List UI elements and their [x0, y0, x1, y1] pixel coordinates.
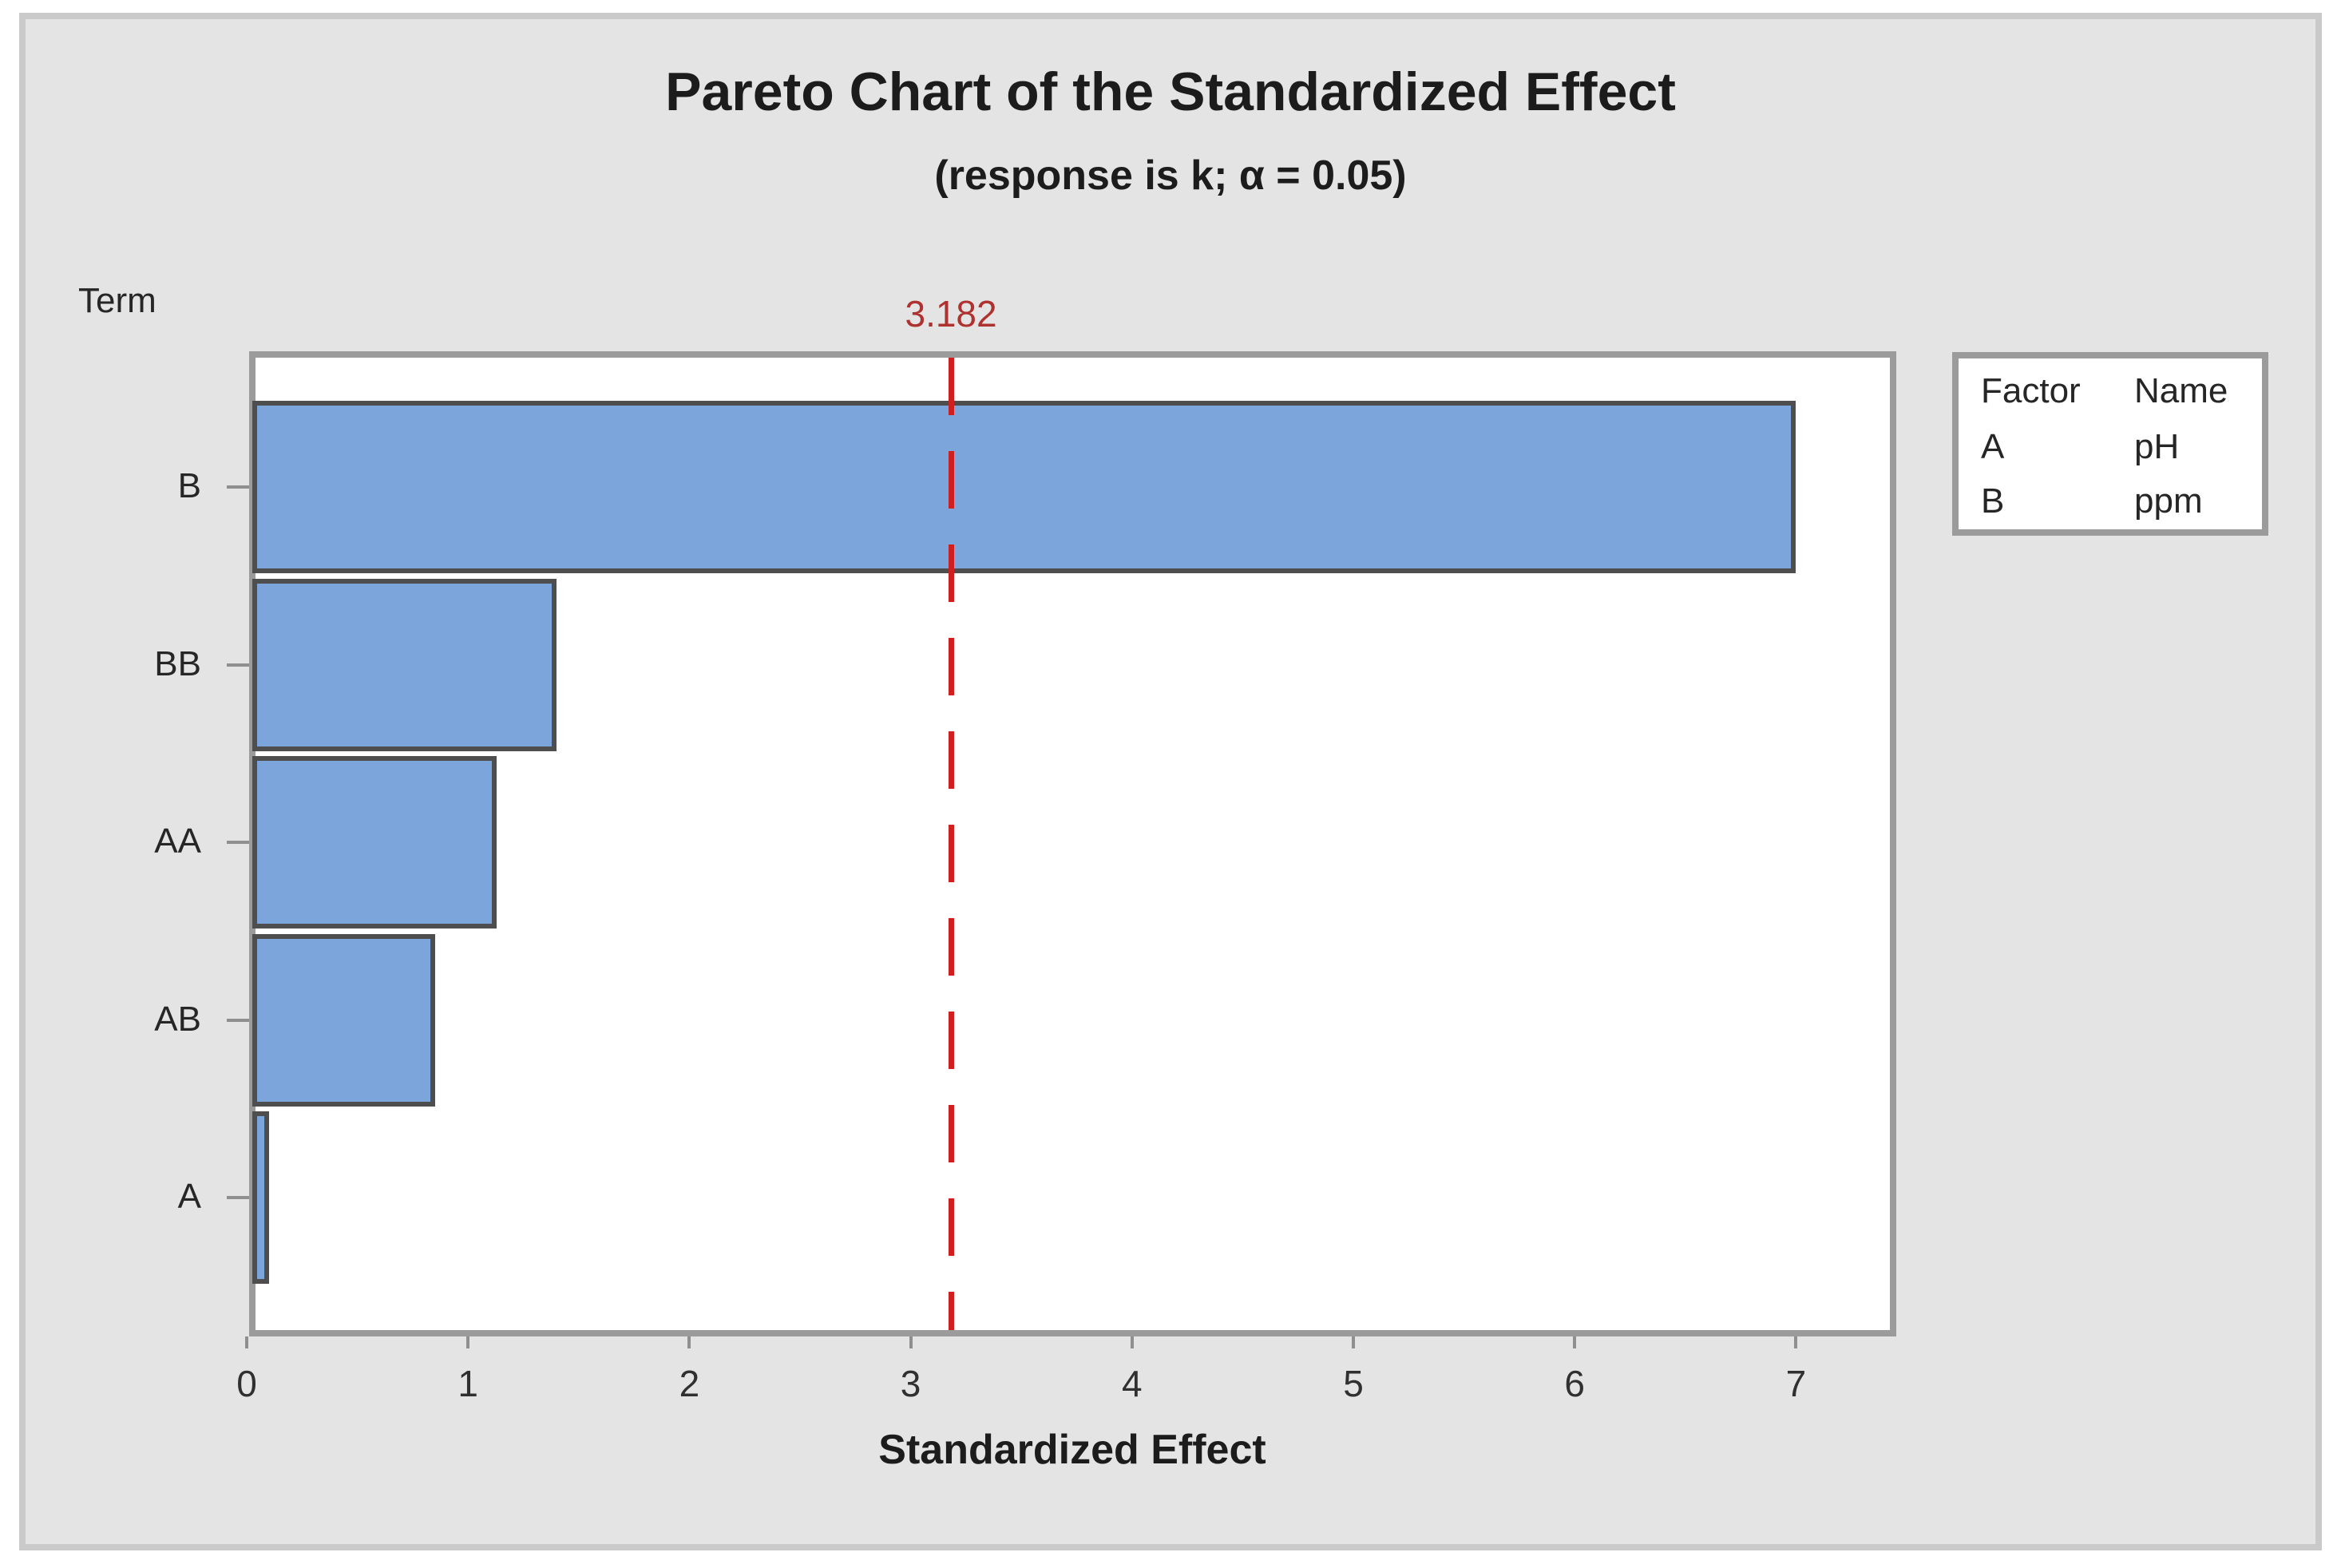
bar-BB — [252, 578, 557, 751]
x-tick-label-4: 4 — [1122, 1363, 1143, 1404]
x-tick-label-2: 2 — [679, 1363, 700, 1404]
bar-A — [252, 1111, 269, 1284]
x-tick-4 — [1130, 1336, 1134, 1348]
chart-title: Pareto Chart of the Standardized Effect — [665, 61, 1676, 122]
legend-cell-ppm: ppm — [2134, 481, 2203, 521]
legend-cell-A: A — [1981, 427, 2005, 466]
reference-line-value-label: 3.182 — [905, 293, 997, 335]
y-axis-title: Term — [78, 281, 156, 320]
legend-header-name: Name — [2134, 371, 2228, 410]
x-tick-label-1: 1 — [458, 1363, 478, 1404]
bar-B — [252, 401, 1796, 573]
x-tick-label-7: 7 — [1785, 1363, 1807, 1404]
plot-area — [249, 351, 1896, 1336]
y-category-label-BB: BB — [154, 643, 201, 683]
chart-subtitle: (response is k; α = 0.05) — [934, 152, 1407, 199]
y-tick-AB — [227, 1018, 249, 1022]
reference-line — [948, 358, 954, 1330]
y-category-label-AA: AA — [154, 822, 201, 861]
x-tick-0 — [245, 1336, 248, 1348]
x-tick-label-5: 5 — [1343, 1363, 1364, 1404]
x-tick-6 — [1573, 1336, 1577, 1348]
legend-header-factor: Factor — [1981, 371, 2081, 410]
x-tick-label-6: 6 — [1564, 1363, 1585, 1404]
x-tick-2 — [687, 1336, 691, 1348]
y-category-label-A: A — [177, 1177, 201, 1216]
x-axis-title: Standardized Effect — [878, 1427, 1266, 1473]
legend-cell-pH: pH — [2134, 427, 2180, 466]
y-tick-AA — [227, 841, 249, 844]
y-category-label-B: B — [177, 466, 201, 505]
y-tick-BB — [227, 663, 249, 667]
legend-cell-B: B — [1981, 481, 2005, 521]
y-tick-A — [227, 1196, 249, 1199]
x-tick-1 — [466, 1336, 470, 1348]
x-tick-7 — [1794, 1336, 1798, 1348]
x-tick-3 — [909, 1336, 913, 1348]
bar-AB — [252, 933, 435, 1107]
x-tick-5 — [1352, 1336, 1355, 1348]
x-tick-label-3: 3 — [900, 1363, 921, 1404]
y-tick-B — [227, 485, 249, 489]
x-tick-label-0: 0 — [236, 1363, 257, 1404]
y-category-label-AB: AB — [154, 999, 201, 1039]
bar-AA — [252, 756, 497, 929]
